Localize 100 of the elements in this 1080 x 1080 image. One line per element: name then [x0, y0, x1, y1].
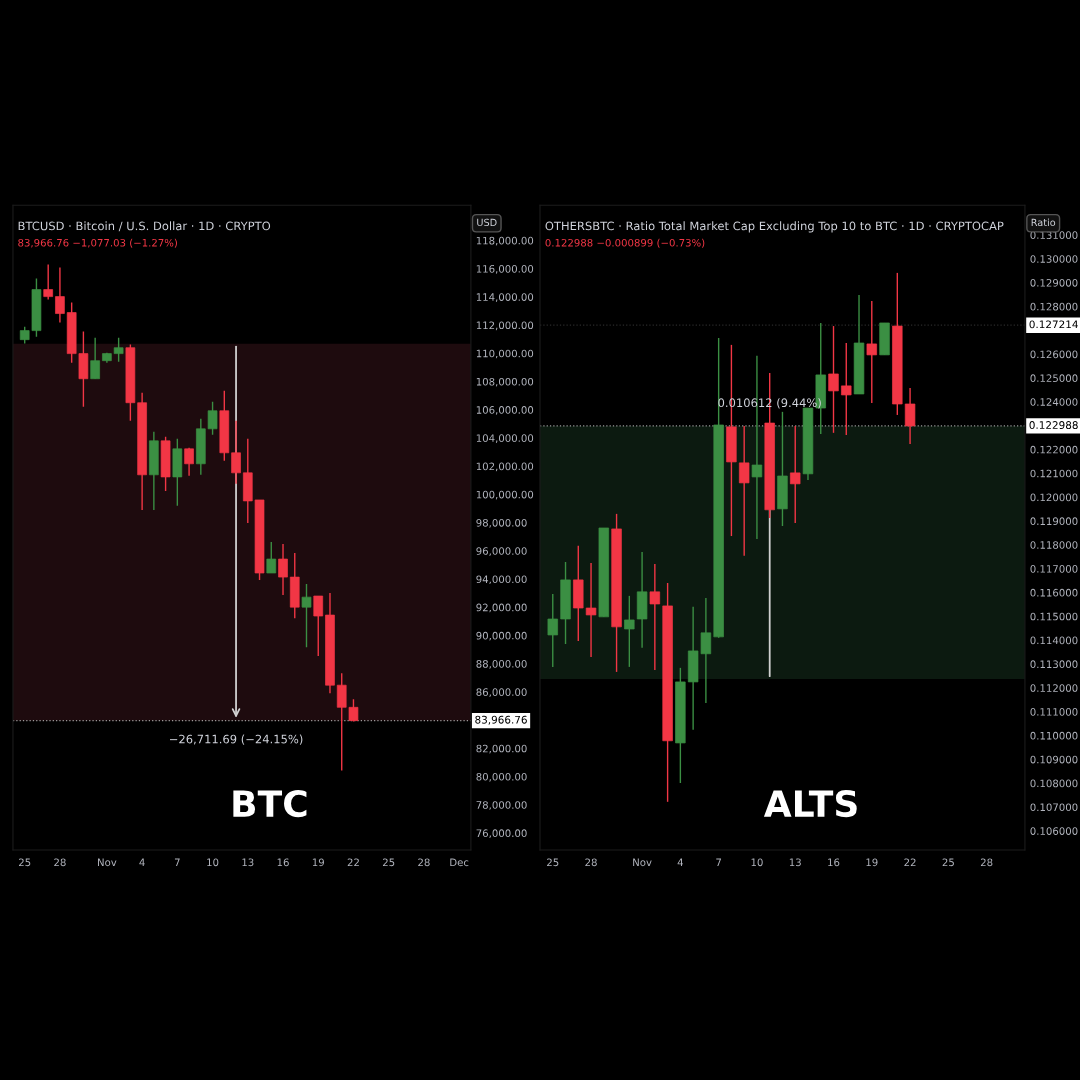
y-tick-label: 0.122000: [1030, 445, 1078, 454]
y-tick-label: 0.110000: [1030, 731, 1078, 740]
candlestick: [738, 425, 750, 557]
ref-line-label: 83,966.76: [475, 715, 527, 725]
candlestick: [313, 595, 324, 657]
x-tick-label: 7: [716, 858, 722, 866]
candlestick: [278, 543, 288, 596]
annotation: BTC: [233, 789, 307, 818]
candlestick: [547, 593, 558, 668]
candlestick: [585, 562, 597, 658]
y-tick-label: 80,000.00: [476, 772, 527, 782]
y-tick-label: 0.119000: [1030, 517, 1078, 526]
text: BTCUSD · Bitcoin / U.S. Dollar · 1D · CRYPTO: [18, 221, 271, 232]
y-tick-label: 94,000.00: [476, 575, 527, 585]
y-tick-label: 0.126000: [1030, 350, 1078, 359]
x-tick-label: 10: [751, 858, 763, 867]
x-tick-label: Nov: [633, 858, 652, 867]
y-tick-label: 0.118000: [1030, 541, 1078, 549]
x-tick-label: 13: [242, 858, 254, 867]
candlestick: [828, 325, 839, 434]
y-tick-label: 0.128000: [1030, 302, 1078, 311]
x-tick-label: Dec: [450, 858, 469, 867]
y-tick-label: 82,000.00: [476, 744, 527, 754]
x-tick-label: Nov: [97, 858, 117, 867]
candlestick: [301, 583, 312, 648]
y-tick-label: 0.131000: [1030, 231, 1078, 239]
y-tick-label: 0.112000: [1030, 684, 1078, 692]
candlestick: [231, 420, 241, 485]
y-tick-label: 98,000.00: [476, 518, 527, 528]
y-tick-label: 0.125000: [1030, 374, 1078, 383]
y-tick-label: 0.106000: [1030, 827, 1078, 835]
y-tick-label: 0.108000: [1030, 779, 1078, 788]
y-tick-label: 0.113000: [1030, 660, 1078, 669]
ref-line-label: 0.127214: [1029, 320, 1078, 329]
candlestick: [904, 387, 916, 445]
y-tick-label: 88,000.00: [476, 660, 527, 669]
x-tick-label: 19: [312, 858, 324, 867]
candlestick: [624, 595, 635, 668]
text: 0.122988 −0.000899 (−0.73%): [545, 238, 705, 248]
y-tick-label: 116,000.00: [476, 265, 534, 274]
x-tick-label: 13: [789, 858, 801, 867]
y-tick-label: 110,000.00: [476, 349, 534, 359]
y-tick-label: 0.115000: [1030, 612, 1078, 621]
text: Ratio: [1031, 218, 1056, 227]
candlestick: [866, 300, 877, 404]
x-tick-label: 7: [174, 858, 180, 866]
y-tick-label: 96,000.00: [476, 547, 527, 556]
y-tick-label: 102,000.00: [476, 462, 534, 472]
x-tick-label: 19: [866, 858, 878, 867]
y-tick-label: 78,000.00: [476, 801, 527, 810]
x-tick-label: 4: [139, 858, 145, 866]
candlestick: [649, 563, 661, 671]
y-tick-label: 0.130000: [1030, 255, 1078, 263]
candlestick: [790, 425, 801, 524]
x-tick-label: 25: [382, 858, 395, 867]
y-tick-label: 0.116000: [1030, 588, 1078, 597]
x-tick-label: 10: [207, 858, 219, 867]
x-tick-label: 25: [547, 858, 559, 867]
text: 83,966.76 −1,077.03 (−1.27%): [18, 238, 177, 248]
y-tick-label: 108,000.00: [476, 377, 534, 387]
x-tick-label: 16: [828, 858, 840, 867]
y-tick-label: 0.121000: [1030, 469, 1078, 478]
text: OTHERSBTC · Ratio Total Market Cap Excluding Top 10 to BTC · 1D · CRYPTOCAP: [545, 221, 1004, 233]
candlestick: [113, 336, 124, 363]
ref-line-label: 0.122988: [1029, 421, 1078, 429]
y-tick-label: 0.124000: [1030, 398, 1078, 406]
x-tick-label: 25: [942, 858, 954, 867]
y-tick-label: 86,000.00: [476, 688, 527, 697]
y-tick-label: 76,000.00: [476, 829, 527, 839]
candlestick: [266, 541, 277, 574]
candlestick: [841, 342, 852, 436]
y-tick-label: 106,000.00: [476, 406, 534, 415]
x-tick-label: 4: [677, 858, 684, 866]
x-tick-label: 22: [904, 858, 916, 866]
x-tick-label: 28: [585, 858, 597, 867]
y-tick-label: 0.114000: [1030, 636, 1078, 645]
y-tick-label: 92,000.00: [476, 603, 527, 613]
y-tick-label: 112,000.00: [476, 321, 534, 331]
y-tick-label: 0.117000: [1030, 565, 1078, 573]
x-tick-label: 28: [54, 858, 66, 867]
y-tick-label: 0.107000: [1030, 803, 1078, 812]
y-tick-label: 90,000.00: [476, 631, 527, 641]
y-tick-label: 0.120000: [1030, 493, 1078, 502]
annotation: ALTS: [763, 789, 857, 818]
y-tick-label: 118,000.00: [476, 236, 534, 246]
x-tick-label: 25: [18, 858, 31, 867]
y-tick-label: 100,000.00: [476, 490, 534, 500]
x-tick-label: 22: [347, 858, 359, 866]
y-tick-label: 0.129000: [1030, 278, 1078, 287]
candlestick: [43, 263, 53, 301]
y-tick-label: 0.111000: [1030, 708, 1078, 716]
y-tick-label: 104,000.00: [476, 434, 534, 444]
y-tick-label: 0.109000: [1030, 755, 1078, 764]
x-tick-label: 28: [418, 858, 430, 867]
candlestick: [55, 266, 65, 324]
x-tick-label: 28: [980, 858, 993, 867]
candlestick: [184, 447, 194, 477]
x-tick-label: 16: [277, 858, 289, 867]
text: USD: [477, 218, 497, 227]
candlestick: [90, 336, 100, 380]
